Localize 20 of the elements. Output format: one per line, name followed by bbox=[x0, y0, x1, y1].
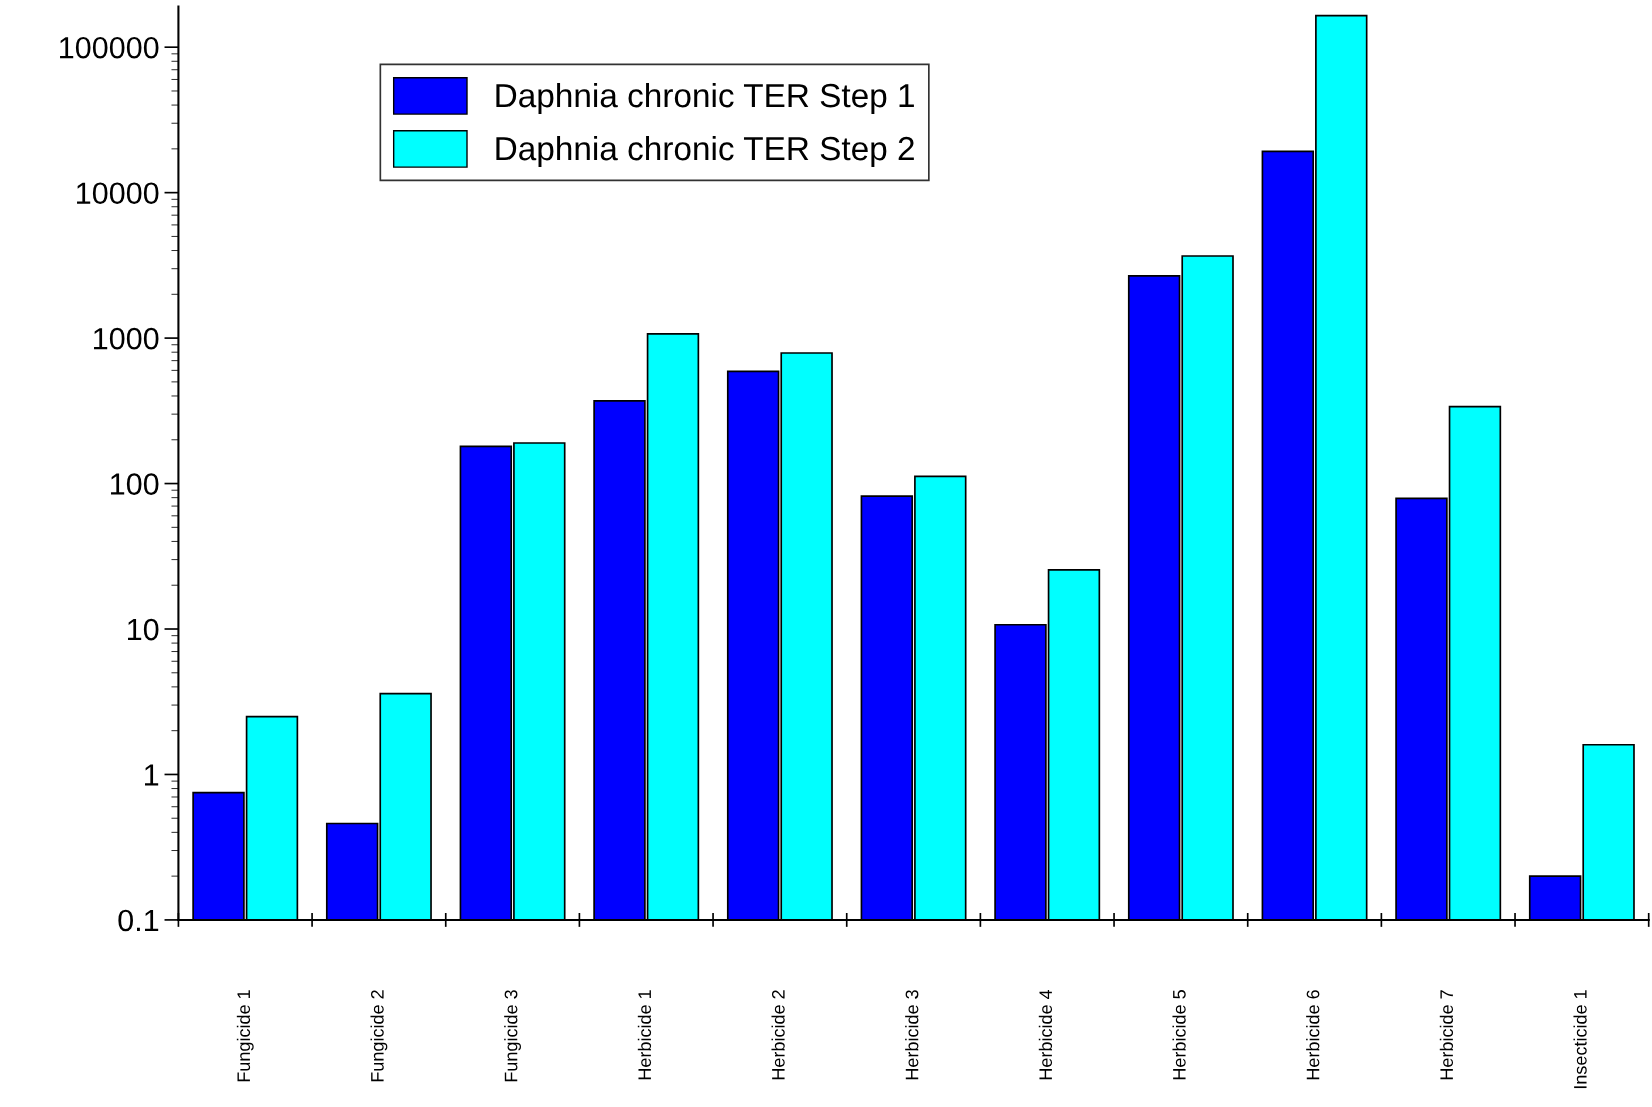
x-tick-label: Herbicide 1 bbox=[637, 990, 652, 1080]
x-tick-label: Herbicide 4 bbox=[1038, 989, 1053, 1080]
x-tick-label: Herbicide 2 bbox=[771, 990, 785, 1080]
x-tick-label: Insecticide 1 bbox=[1573, 990, 1587, 1089]
x-tick-label: Fungicide 3 bbox=[504, 990, 521, 1082]
y-tick-label: 10 bbox=[128, 618, 159, 641]
y-tick-label: 100 bbox=[111, 473, 159, 495]
x-tick-label: Herbicide 5 bbox=[1172, 990, 1186, 1080]
x-tick-label: Fungicide 1 bbox=[236, 990, 254, 1082]
legend-label: Daphnia chronic TER Step 1 bbox=[496, 82, 914, 114]
x-tick-label: Fungicide 2 bbox=[370, 990, 388, 1082]
y-tick-label: 1 bbox=[145, 764, 159, 786]
x-tick-label: Herbicide 7 bbox=[1439, 990, 1454, 1080]
legend-label: Daphnia chronic TER Step 2 bbox=[496, 135, 914, 167]
y-tick-label: 1000 bbox=[94, 327, 159, 350]
y-tick-label: 100000 bbox=[60, 36, 159, 59]
y-tick-label: 10000 bbox=[77, 182, 159, 205]
x-tick-label: Herbicide 6 bbox=[1306, 990, 1320, 1080]
x-tick-label: Herbicide 3 bbox=[905, 990, 919, 1080]
y-tick-label: 0.1 bbox=[118, 909, 159, 932]
